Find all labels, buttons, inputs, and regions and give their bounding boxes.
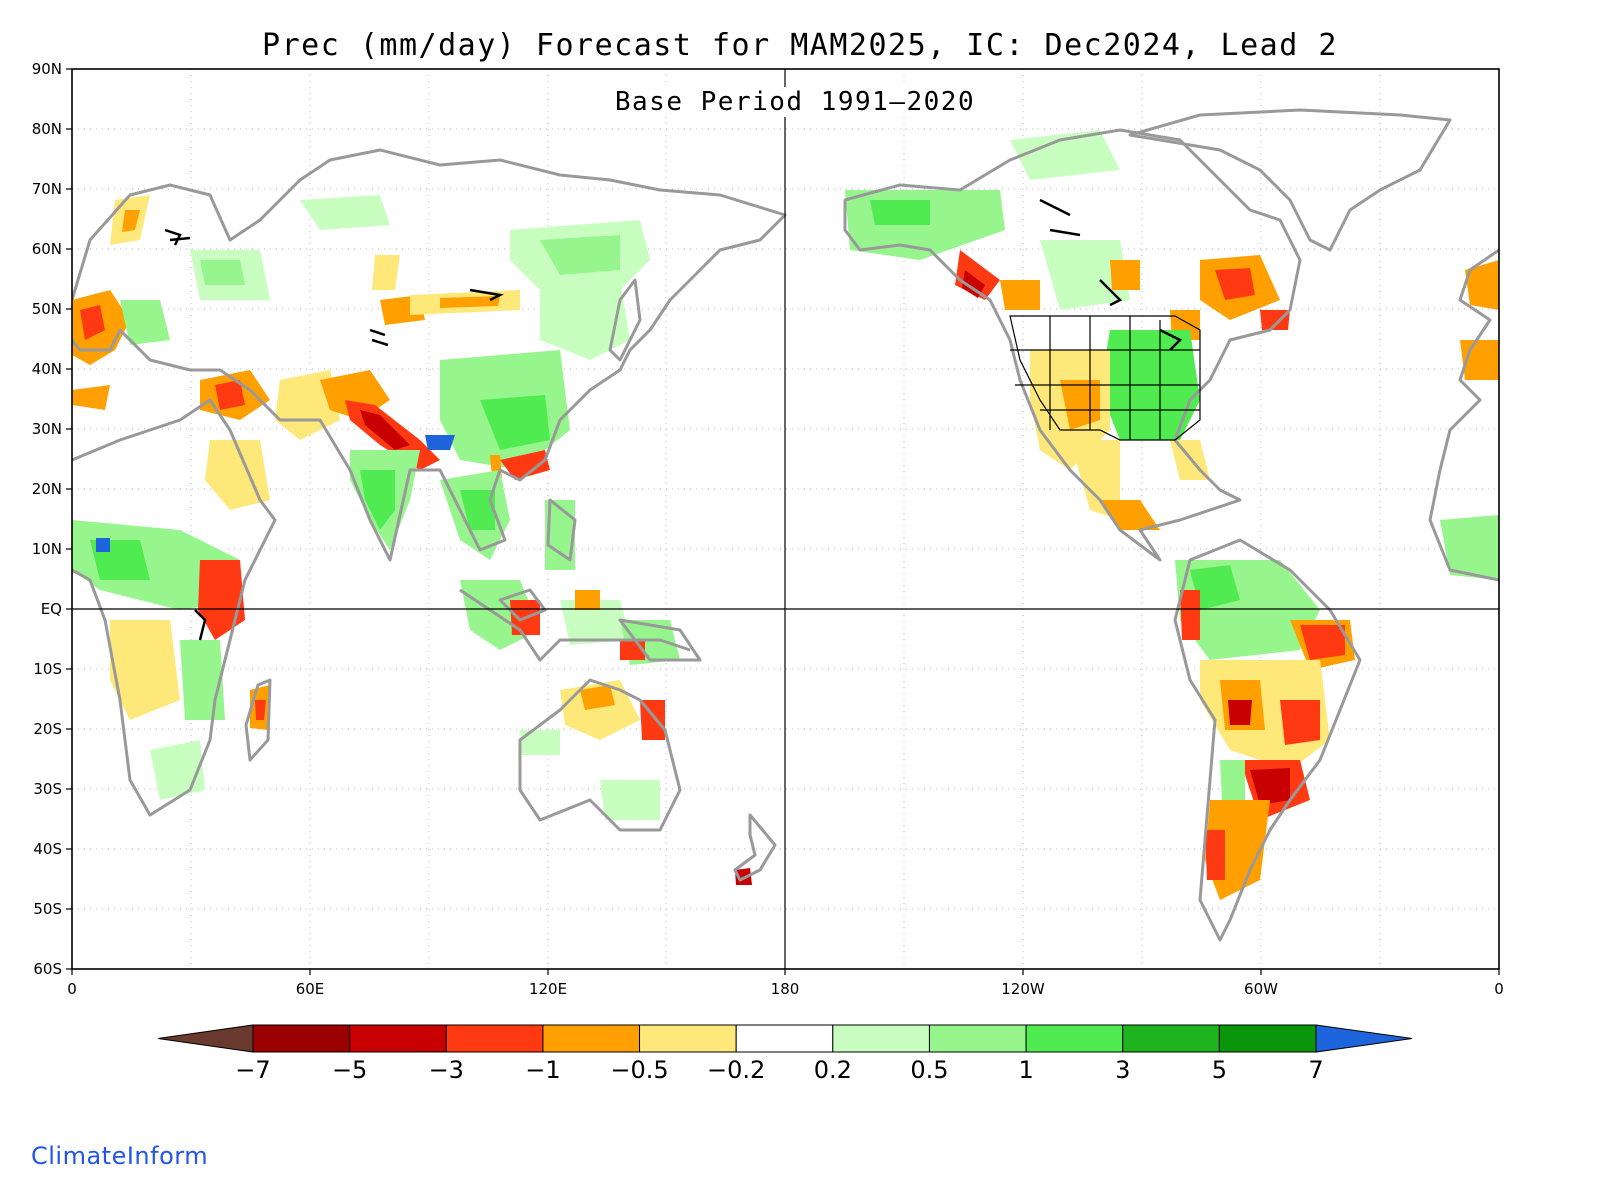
colorbar-tick-label: 0.2 (814, 1056, 852, 1084)
colorbar-box (252, 1024, 351, 1053)
lon-label: 0 (1494, 980, 1504, 998)
lakes (164, 198, 1183, 641)
colorbar-box (542, 1024, 641, 1053)
map-field (72, 69, 1499, 969)
lat-label: 20N (32, 480, 62, 498)
colorbar-tick-label: −0.5 (610, 1056, 668, 1084)
tick-marks (66, 68, 1500, 975)
lat-label: EQ (41, 600, 62, 618)
colorbar-box (832, 1024, 930, 1053)
lon-label: 60E (296, 980, 325, 998)
latitude-labels: 90N 80N 70N 60N 50N 40N 30N 20N 10N EQ 1… (32, 60, 62, 978)
colorbar-tick-label: −1 (525, 1056, 560, 1084)
anomaly-shading (72, 130, 1499, 900)
colorbar-box (445, 1024, 544, 1053)
colorbar-box (735, 1024, 834, 1053)
lon-label: 180 (771, 980, 800, 998)
lon-label: 0 (67, 980, 77, 998)
colorbar-arrow-low (157, 1024, 254, 1053)
colorbar-tick-label: −7 (235, 1056, 270, 1084)
colorbar-box (1218, 1024, 1317, 1053)
us-state-borders (1009, 315, 1201, 441)
lon-label: 120W (1001, 980, 1045, 998)
colorbar-tick-label: −3 (429, 1056, 464, 1084)
colorbar-box (639, 1024, 737, 1053)
lat-label: 40N (32, 360, 62, 378)
lat-label: 30S (33, 780, 62, 798)
lat-label: 50S (33, 900, 62, 918)
colorbar-tick-label: 3 (1115, 1056, 1130, 1084)
lat-label: 40S (33, 840, 62, 858)
lat-label: 10S (33, 660, 62, 678)
colorbar-tick-label: 0.5 (910, 1056, 948, 1084)
coastlines (72, 108, 1499, 942)
lat-label: 30N (32, 420, 62, 438)
map-subtitle: Base Period 1991–2020 (580, 87, 1010, 117)
lat-label: 10N (32, 540, 62, 558)
colorbar-tick-label: 1 (1018, 1056, 1033, 1084)
lat-label: 60S (33, 960, 62, 978)
credit-label: ClimateInform (31, 1142, 209, 1170)
map-title: Prec (mm/day) Forecast for MAM2025, IC: … (262, 28, 1338, 63)
colorbar-box (1025, 1024, 1124, 1053)
colorbar-arrow-high (1315, 1024, 1413, 1053)
lat-label: 80N (32, 120, 62, 138)
lat-label: 90N (32, 60, 62, 78)
colorbar: −7 −5 −3 −1 −0.5 −0.2 0.2 0.5 1 3 5 7 (157, 1024, 1413, 1084)
colorbar-box (1122, 1024, 1220, 1053)
lat-label: 60N (32, 240, 62, 258)
colorbar-box (349, 1024, 447, 1053)
lon-label: 120E (529, 980, 567, 998)
colorbar-tick-label: 7 (1308, 1056, 1323, 1084)
colorbar-box (928, 1024, 1027, 1053)
gridlines (72, 69, 1499, 969)
colorbar-tick-label: −5 (332, 1056, 367, 1084)
lon-label: 60W (1244, 980, 1278, 998)
lat-label: 50N (32, 300, 62, 318)
colorbar-tick-label: 5 (1212, 1056, 1227, 1084)
lat-label: 20S (33, 720, 62, 738)
lat-label: 70N (32, 180, 62, 198)
colorbar-tick-label: −0.2 (707, 1056, 765, 1084)
longitude-labels: 0 60E 120E 180 120W 60W 0 (67, 980, 1504, 998)
